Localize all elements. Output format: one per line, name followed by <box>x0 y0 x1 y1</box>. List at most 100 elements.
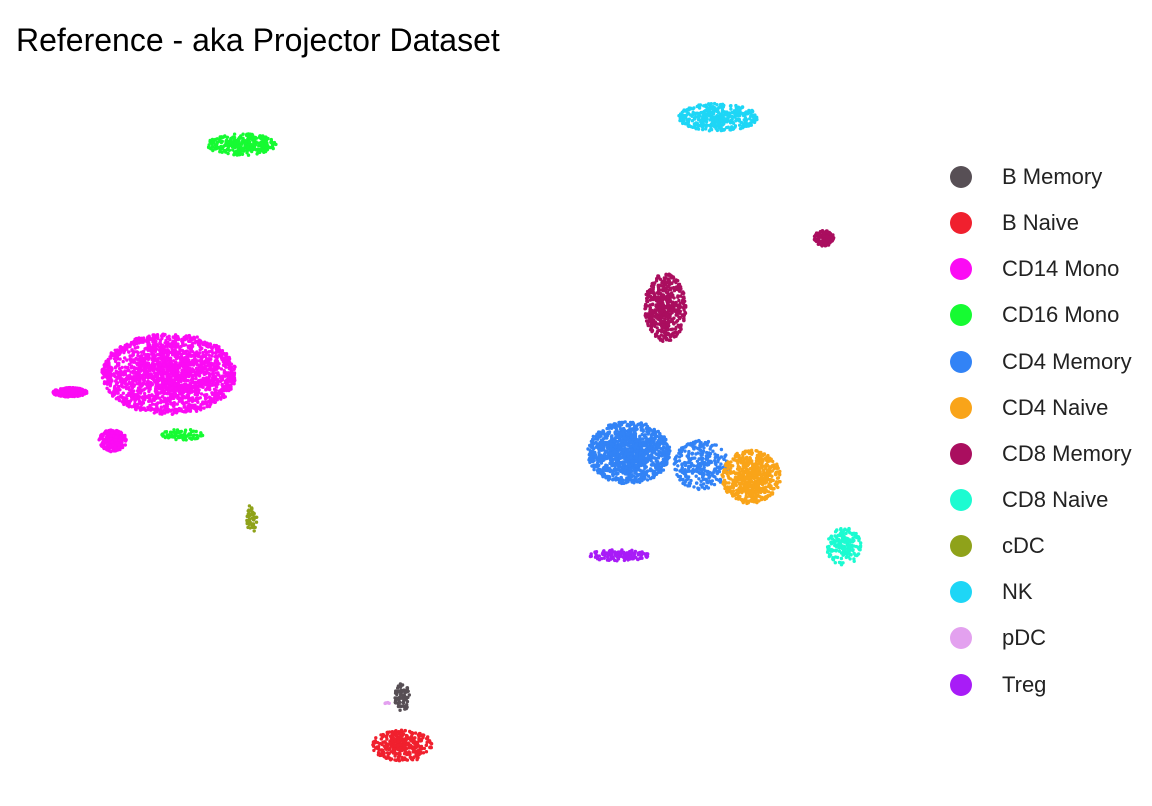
data-point <box>397 759 402 763</box>
data-point <box>213 389 218 394</box>
data-point <box>662 435 666 440</box>
data-point <box>408 744 412 749</box>
data-point <box>115 431 119 435</box>
data-point <box>169 356 173 360</box>
data-point <box>379 753 383 757</box>
data-point <box>374 736 378 740</box>
data-point <box>402 744 406 749</box>
data-point <box>116 385 121 389</box>
data-point <box>222 144 226 148</box>
data-point <box>222 369 226 373</box>
data-point <box>652 427 656 432</box>
data-point <box>605 436 609 440</box>
data-point <box>692 485 696 489</box>
data-point <box>183 355 187 360</box>
data-point <box>406 689 410 693</box>
data-point <box>719 447 724 452</box>
data-point <box>213 375 218 379</box>
data-point <box>274 142 278 147</box>
data-point <box>111 394 115 398</box>
data-point <box>129 383 133 387</box>
data-point <box>200 433 205 438</box>
data-point <box>174 411 179 415</box>
data-point <box>182 394 186 399</box>
data-point <box>409 757 414 761</box>
data-point <box>701 449 706 453</box>
data-point <box>224 371 229 375</box>
data-point <box>132 340 136 344</box>
data-point <box>128 373 132 377</box>
data-point <box>405 703 409 707</box>
data-point <box>123 356 127 360</box>
data-point <box>232 135 237 140</box>
data-point <box>213 400 217 404</box>
data-point <box>176 336 180 340</box>
data-point <box>641 460 646 464</box>
data-point <box>608 452 613 457</box>
data-point <box>118 345 123 349</box>
data-point <box>398 704 402 708</box>
data-point <box>601 440 605 444</box>
data-point <box>155 402 159 406</box>
data-point <box>646 432 650 436</box>
data-point <box>716 460 720 464</box>
data-point <box>136 351 140 355</box>
data-point <box>219 376 223 381</box>
data-point <box>114 435 118 439</box>
data-point <box>156 356 161 361</box>
data-point <box>649 433 653 438</box>
data-point <box>429 742 434 746</box>
data-point <box>109 352 113 356</box>
data-point <box>686 453 691 458</box>
data-point <box>169 392 174 397</box>
data-point <box>193 398 197 402</box>
data-point <box>649 463 654 467</box>
data-point <box>79 391 83 395</box>
data-point <box>183 358 187 363</box>
data-point <box>179 344 183 349</box>
data-point <box>108 370 113 374</box>
data-point <box>428 745 432 750</box>
data-point <box>638 436 642 440</box>
data-point <box>154 391 158 395</box>
data-point <box>115 391 120 395</box>
data-point <box>215 344 219 349</box>
data-point <box>404 757 408 762</box>
data-point <box>246 145 250 149</box>
data-point <box>165 376 170 380</box>
data-point <box>226 145 230 150</box>
data-point <box>217 392 221 396</box>
data-point <box>138 385 142 390</box>
data-point <box>630 479 635 483</box>
data-point <box>226 384 230 388</box>
data-point <box>113 366 118 370</box>
data-point <box>685 443 689 447</box>
data-point <box>250 147 255 151</box>
data-point <box>195 350 199 354</box>
data-point <box>179 429 184 434</box>
data-point <box>159 383 163 388</box>
data-point <box>171 359 176 363</box>
data-point <box>126 365 130 370</box>
data-point <box>123 378 127 382</box>
data-point <box>207 364 212 368</box>
data-point <box>161 366 165 370</box>
data-point <box>589 456 593 461</box>
data-point <box>641 429 645 433</box>
data-point <box>113 359 118 364</box>
data-point <box>208 402 213 406</box>
data-point <box>116 388 121 392</box>
data-point <box>162 350 166 355</box>
data-point <box>620 468 624 473</box>
data-point <box>137 336 141 340</box>
data-point <box>117 398 121 402</box>
data-point <box>230 145 234 149</box>
data-point <box>658 432 662 436</box>
data-point <box>403 707 407 711</box>
data-point <box>705 457 709 461</box>
data-point <box>54 388 58 392</box>
data-point <box>131 393 135 397</box>
data-point <box>160 395 165 399</box>
data-point <box>223 395 227 399</box>
data-point <box>695 481 699 485</box>
